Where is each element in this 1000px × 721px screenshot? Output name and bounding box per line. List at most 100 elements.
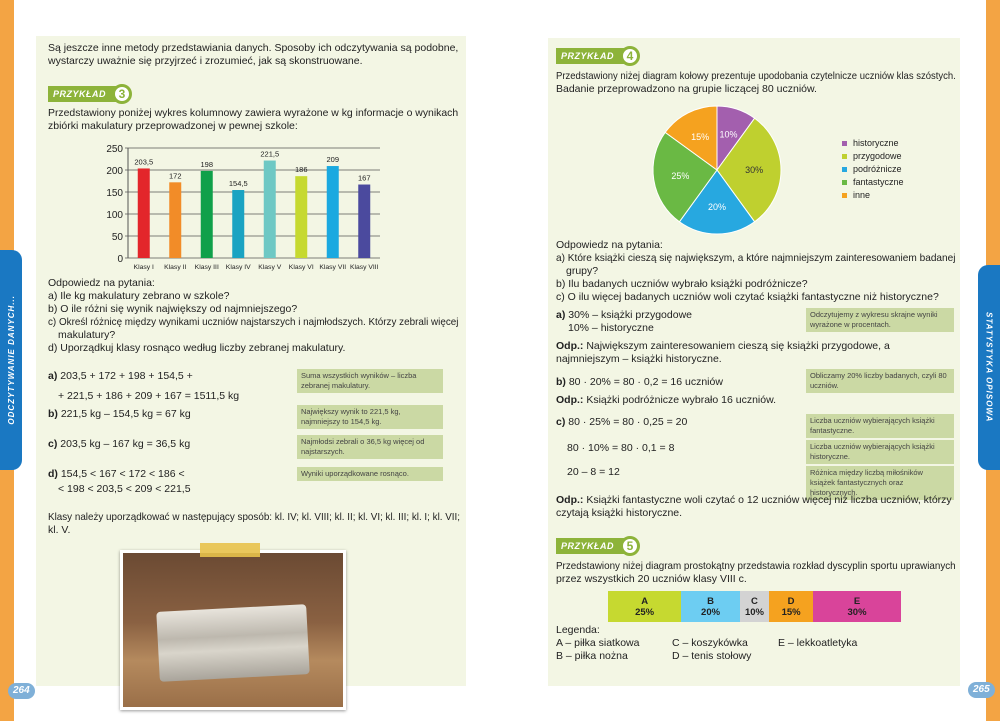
x-tick-label: Klasy VI (289, 264, 314, 271)
questions-title: Odpowiedz na pytania: (556, 239, 663, 251)
pie-slice (716, 117, 782, 223)
answer-a-odp: Odp.: Największym zainteresowaniem ciesz… (556, 340, 956, 366)
x-tick-label: Klasy VII (319, 264, 346, 271)
example-badge-5: PRZYKŁAD 5 (556, 536, 640, 556)
math-line: 80 · 10% = 80 · 0,1 = 8 (567, 442, 675, 454)
slice-label: 15% (691, 132, 709, 142)
legend-item: fantastyczne (842, 176, 904, 189)
segment-letter: B (707, 595, 714, 607)
rectangular-diagram: A 25% B 20% C 10% D 15% E 30% (608, 591, 901, 622)
newspaper-stack (156, 604, 310, 682)
side-note: Suma wszystkich wyników – liczba zebrane… (297, 369, 443, 393)
pie-slice (652, 131, 718, 223)
math-line: < 198 < 203,5 < 209 < 221,5 (58, 483, 191, 495)
y-tick-label: 0 (117, 254, 123, 265)
data-label: 172 (169, 171, 182, 180)
side-note: Liczba uczniów wybierających książki his… (806, 440, 954, 464)
example-5-text: Przedstawiony niżej diagram prostokątny … (556, 560, 956, 586)
data-label: 186 (295, 165, 308, 174)
odp-text: Książki podróżnicze wybrało 16 uczniów. (586, 394, 777, 406)
bar (295, 176, 308, 258)
legend-item: historyczne (842, 137, 904, 150)
text-line: Badanie przeprowadzono na grupie liczące… (556, 83, 817, 95)
segment-letter: E (853, 595, 861, 607)
answer-c-right: c) 80 · 25% = 80 · 0,25 = 20 (556, 416, 687, 429)
question: d) Uporządkuj klasy rosnąco według liczb… (48, 342, 346, 354)
answer-d: d) 154,5 < 167 < 172 < 186 < < 198 < 203,… (48, 467, 191, 497)
section-tab-label: ODCZYTYWANIE DANYCH... (6, 295, 16, 425)
segment-letter: C (751, 595, 758, 607)
odp-label: Odp.: (556, 494, 584, 506)
pie-slice (664, 105, 718, 171)
text-line: zbiórki makulatury przeprowadzonej w pew… (48, 120, 298, 132)
segment-percent: 30% (847, 606, 867, 618)
x-tick-label: Klasy V (258, 264, 282, 271)
text-line: wystarczy uważnie się przyjrzeć i zrozum… (48, 55, 363, 67)
side-note: Wyniki uporządkowane rosnąco. (297, 467, 443, 481)
segment-percent: 15% (781, 606, 801, 618)
math-line: 221,5 kg – 154,5 kg = 67 kg (60, 408, 191, 420)
question: grupy? (566, 265, 599, 277)
example-3-text: Przedstawiony poniżej wykres kolumnowy z… (48, 107, 458, 133)
answer-label: c) (556, 416, 566, 428)
intro-text: Są jeszcze inne metody przedstawiania da… (48, 42, 458, 68)
diagram-segment: B 20% (681, 591, 740, 622)
legend-title: Legenda: (556, 624, 600, 636)
legend-item: E – lekkoatletyka (778, 637, 858, 649)
side-note: Różnica między liczbą miłośników książek… (806, 466, 954, 500)
legend-label: przygodowe (853, 151, 902, 161)
question: c) O ilu więcej badanych uczniów woli cz… (556, 291, 939, 303)
legend-swatch (842, 141, 847, 146)
text-line: Przedstawiony poniżej wykres kolumnowy z… (48, 107, 459, 119)
badge-number: 5 (620, 536, 640, 556)
question: a) Ile kg makulatury zebrano w szkole? (48, 290, 230, 302)
math-line: 154,5 < 167 < 172 < 186 < (60, 468, 185, 480)
answer-label: b) (556, 376, 566, 388)
legend-swatch (842, 193, 847, 198)
bar (263, 160, 276, 258)
section-tab-right: STATYSTYKA OPISOWA (978, 265, 1000, 470)
side-note: Liczba uczniów wybierających książki fan… (806, 414, 954, 438)
section-tab-left: ODCZYTYWANIE DANYCH... (0, 250, 22, 470)
data-label: 203,5 (134, 157, 153, 166)
question: b) Ilu badanych uczniów wybrało książki … (556, 278, 808, 290)
segment-percent: 25% (635, 606, 655, 618)
answer-label: d) (48, 468, 58, 480)
math-line: 80 · 25% = 80 · 0,25 = 20 (568, 416, 688, 428)
math-line: 10% – historyczne (568, 322, 654, 334)
segment-letter: D (787, 595, 795, 607)
bar (358, 184, 371, 258)
example-badge-4: PRZYKŁAD 4 (556, 46, 640, 66)
questions-right: Odpowiedz na pytania: a) Które książki c… (556, 239, 956, 304)
bar (137, 168, 150, 258)
legend-swatch (842, 154, 847, 159)
x-tick-label: Klasy III (195, 264, 219, 271)
math-line: 80 · 20% = 80 · 0,2 = 16 uczniów (568, 376, 723, 388)
pie-legend: historyczne przygodowe podróżnicze fantasty… (842, 137, 904, 202)
diagram-segment: E 30% (813, 591, 901, 622)
math-line: 30% – książki przygodowe (568, 309, 692, 321)
questions-title: Odpowiedz na pytania: (48, 277, 155, 289)
answer-c-odp: Odp.: Książki fantastyczne woli czytać o… (556, 494, 956, 520)
answer-label: b) (48, 408, 58, 420)
text-line: Przedstawiony niżej diagram prostokątny … (556, 560, 956, 572)
math-line: + 221,5 + 186 + 209 + 167 = 1511,5 kg (58, 390, 240, 402)
y-tick-label: 100 (106, 210, 123, 221)
math-line: 203,5 + 172 + 198 + 154,5 + (60, 370, 193, 382)
question: b) O ile różni się wynik największy od n… (48, 303, 298, 315)
slice-label: 20% (708, 202, 726, 212)
answer-label: a) (48, 370, 58, 382)
badge-number: 3 (112, 84, 132, 104)
data-label: 221,5 (260, 150, 279, 159)
diagram-segment: D 15% (769, 591, 814, 622)
diagram-segment: C 10% (739, 591, 770, 622)
side-note: Odczytujemy z wykresu skrajne wyniki wyr… (806, 308, 954, 332)
slice-label: 25% (671, 171, 689, 181)
odp-text: Największym zainteresowaniem cieszą się … (556, 340, 890, 365)
legend-item: D – tenis stołowy (672, 650, 752, 662)
badge-number: 4 (620, 46, 640, 66)
data-label: 154,5 (229, 179, 248, 188)
legend-item: inne (842, 189, 904, 202)
x-tick-label: Klasy II (164, 264, 186, 271)
segment-percent: 10% (744, 606, 764, 618)
